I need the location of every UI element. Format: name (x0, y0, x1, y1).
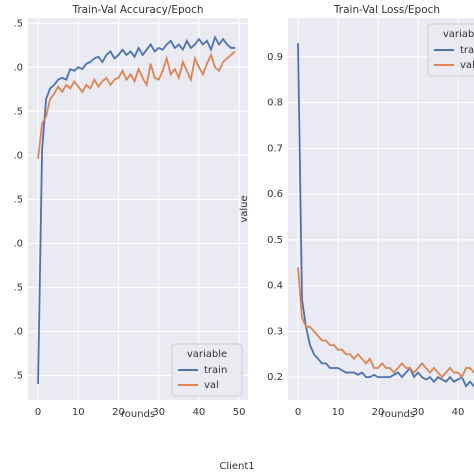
y-tick-label: .0 (13, 150, 23, 161)
line-series (297, 267, 474, 379)
legend-label: train (460, 45, 474, 56)
legend-title: variable (443, 29, 474, 40)
legend-title: variable (187, 349, 227, 360)
y-tick-label: 0.8 (267, 98, 283, 109)
y-tick-label: 0.6 (267, 189, 283, 200)
figure-caption: Client1 (219, 461, 254, 472)
y-axis-label: value (239, 195, 250, 222)
legend-label: val (204, 380, 219, 391)
y-tick-label: 0.4 (267, 281, 283, 292)
y-tick-label: 0.3 (267, 326, 283, 337)
y-tick-label: 0.5 (267, 235, 283, 246)
y-tick-label: .5 (13, 18, 23, 29)
y-tick-label: .0 (13, 62, 23, 73)
y-tick-label: .0 (13, 238, 23, 249)
line-series (37, 50, 236, 159)
x-axis-label: rounds (381, 409, 415, 420)
plot-area (28, 18, 248, 400)
chart-title: Train-Val Loss/Epoch (333, 4, 440, 16)
y-tick-label: .5 (13, 282, 23, 293)
y-tick-label: 0.9 (267, 52, 283, 63)
y-tick-label: 0.2 (267, 372, 283, 383)
x-tick-label: 30 (412, 407, 425, 418)
legend-box (171, 343, 243, 397)
line-series (37, 35, 236, 385)
x-axis-label: rounds (121, 409, 155, 420)
x-tick-label: 50 (233, 407, 246, 418)
legend-label: val (460, 60, 474, 71)
x-tick-label: 10 (72, 407, 85, 418)
subplot: .5 .0 .5 .0 .5 .0 .5 .0 .5 0 10 20 30 40 50 Train-Val A… (13, 4, 248, 420)
x-tick-label: 40 (193, 407, 206, 418)
x-tick-label: 10 (332, 407, 345, 418)
chart-title: Train-Val Accuracy/Epoch (71, 4, 203, 16)
legend-label: train (204, 365, 227, 376)
x-tick-label: 20 (372, 407, 385, 418)
y-tick-label: .5 (13, 106, 23, 117)
y-tick-label: .5 (13, 194, 23, 205)
x-tick-label: 0 (295, 407, 301, 418)
y-tick-label: 0.7 (267, 143, 283, 154)
x-tick-label: 40 (452, 407, 465, 418)
x-tick-label: 30 (152, 407, 165, 418)
y-tick-label: .5 (13, 370, 23, 381)
x-tick-label: 0 (35, 407, 41, 418)
y-tick-label: .0 (13, 326, 23, 337)
subplot: 0.2 0.3 0.4 0.5 0.6 0.7 0.8 0.9 0 10 20 30 40 Train-V… (239, 4, 474, 420)
x-tick-label: 20 (112, 407, 125, 418)
